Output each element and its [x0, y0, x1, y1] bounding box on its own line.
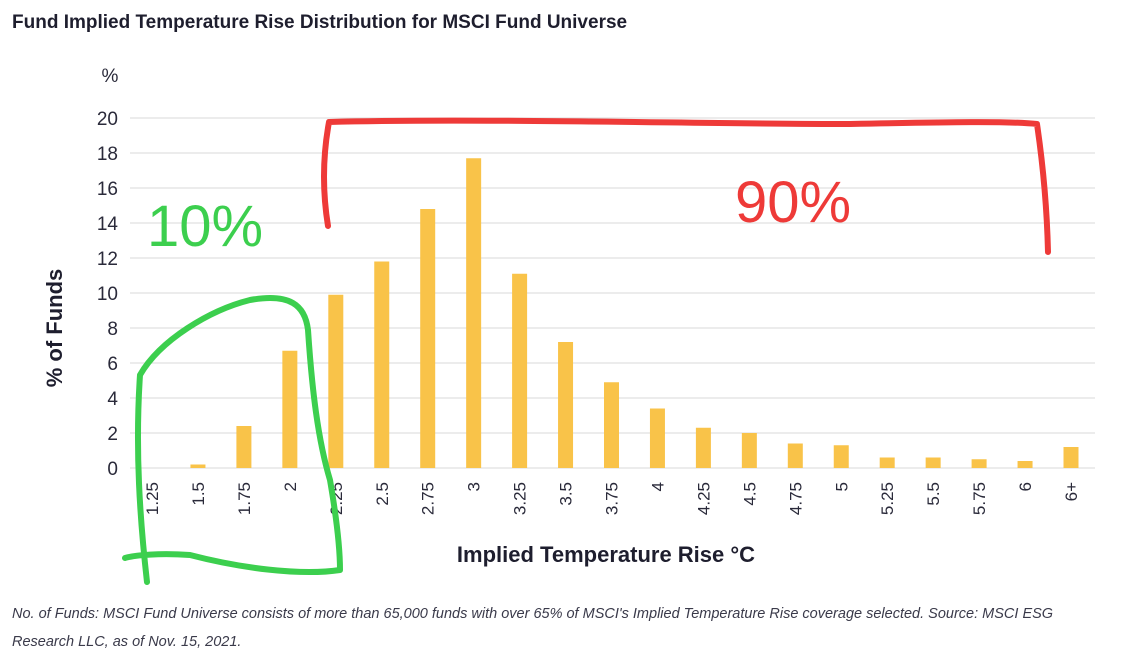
bar: [649, 408, 665, 468]
bar: [604, 382, 619, 468]
green-loop-annotation: [122, 295, 343, 585]
x-tick-label: 6: [1016, 482, 1035, 491]
green-annotation-label: 10%: [147, 194, 263, 259]
bar: [787, 443, 803, 468]
x-tick-label: 3.25: [511, 482, 530, 515]
chart-title: Fund Implied Temperature Rise Distributi…: [12, 12, 628, 33]
x-tick-label: 3.75: [603, 482, 622, 515]
x-tick-label: 2: [281, 482, 300, 491]
red-bracket-annotation: [321, 117, 1051, 255]
x-tick-label: 1.75: [235, 482, 254, 515]
x-axis-label: Implied Temperature Rise °C: [457, 542, 755, 567]
y-tick-label: 14: [97, 214, 119, 235]
x-tick-label: 4: [648, 482, 667, 491]
bar: [282, 350, 298, 468]
bar: [512, 273, 528, 468]
bar: [695, 427, 711, 468]
y-unit-label: %: [102, 66, 119, 87]
bar: [190, 464, 206, 468]
x-tick-label: 4.5: [740, 482, 759, 506]
bar: [1063, 447, 1079, 468]
bar: [879, 457, 895, 468]
y-tick-label: 6: [107, 354, 118, 375]
x-tick-labels: 1.25 1.5 1.75 2 2.25 2.5 2.75 3 3.25 3.5 3.75 4 4.25…: [143, 482, 1081, 515]
y-tick-label: 12: [97, 249, 118, 270]
x-tick-label: 2.5: [373, 482, 392, 506]
y-tick-label: 8: [107, 319, 118, 340]
bar: [420, 209, 436, 468]
y-tick-label: 10: [97, 284, 118, 305]
x-tick-label: 5.25: [878, 482, 897, 515]
y-axis-label: % of Funds: [42, 269, 67, 388]
x-tick-label: 5: [832, 482, 851, 491]
red-annotation-label: 90%: [735, 170, 851, 235]
bar: [558, 342, 574, 468]
bar: [374, 261, 390, 468]
x-tick-label: 1.5: [189, 482, 208, 506]
bar: [328, 294, 344, 468]
bar: [833, 445, 849, 468]
x-tick-label: 1.25: [143, 482, 162, 515]
footnote: No. of Funds: MSCI Fund Universe consist…: [12, 606, 1054, 650]
x-tick-label: 4.25: [694, 482, 713, 515]
bar: [466, 158, 482, 468]
x-tick-label: 6+: [1062, 482, 1081, 501]
bar: [741, 433, 757, 468]
bar: [1017, 461, 1033, 468]
x-tick-label: 2.75: [419, 482, 438, 515]
bar: [971, 459, 987, 468]
x-tick-label: 3.5: [557, 482, 576, 506]
y-tick-label: 20: [97, 109, 118, 130]
y-tick-label: 2: [107, 424, 118, 445]
x-tick-label: 3: [465, 482, 484, 491]
bar: [236, 426, 252, 468]
y-tick-labels: 0 2 4 6 8 10 12 14 16 18 20: [97, 109, 119, 480]
y-tick-label: 16: [97, 179, 118, 200]
x-tick-label: 4.75: [786, 482, 805, 515]
x-tick-label: 5.5: [924, 482, 943, 506]
y-tick-label: 0: [107, 459, 118, 480]
x-tick-label: 5.75: [970, 482, 989, 515]
bars: [190, 158, 1079, 468]
y-tick-label: 18: [97, 144, 118, 165]
y-tick-label: 4: [107, 389, 118, 410]
bar: [925, 457, 941, 468]
